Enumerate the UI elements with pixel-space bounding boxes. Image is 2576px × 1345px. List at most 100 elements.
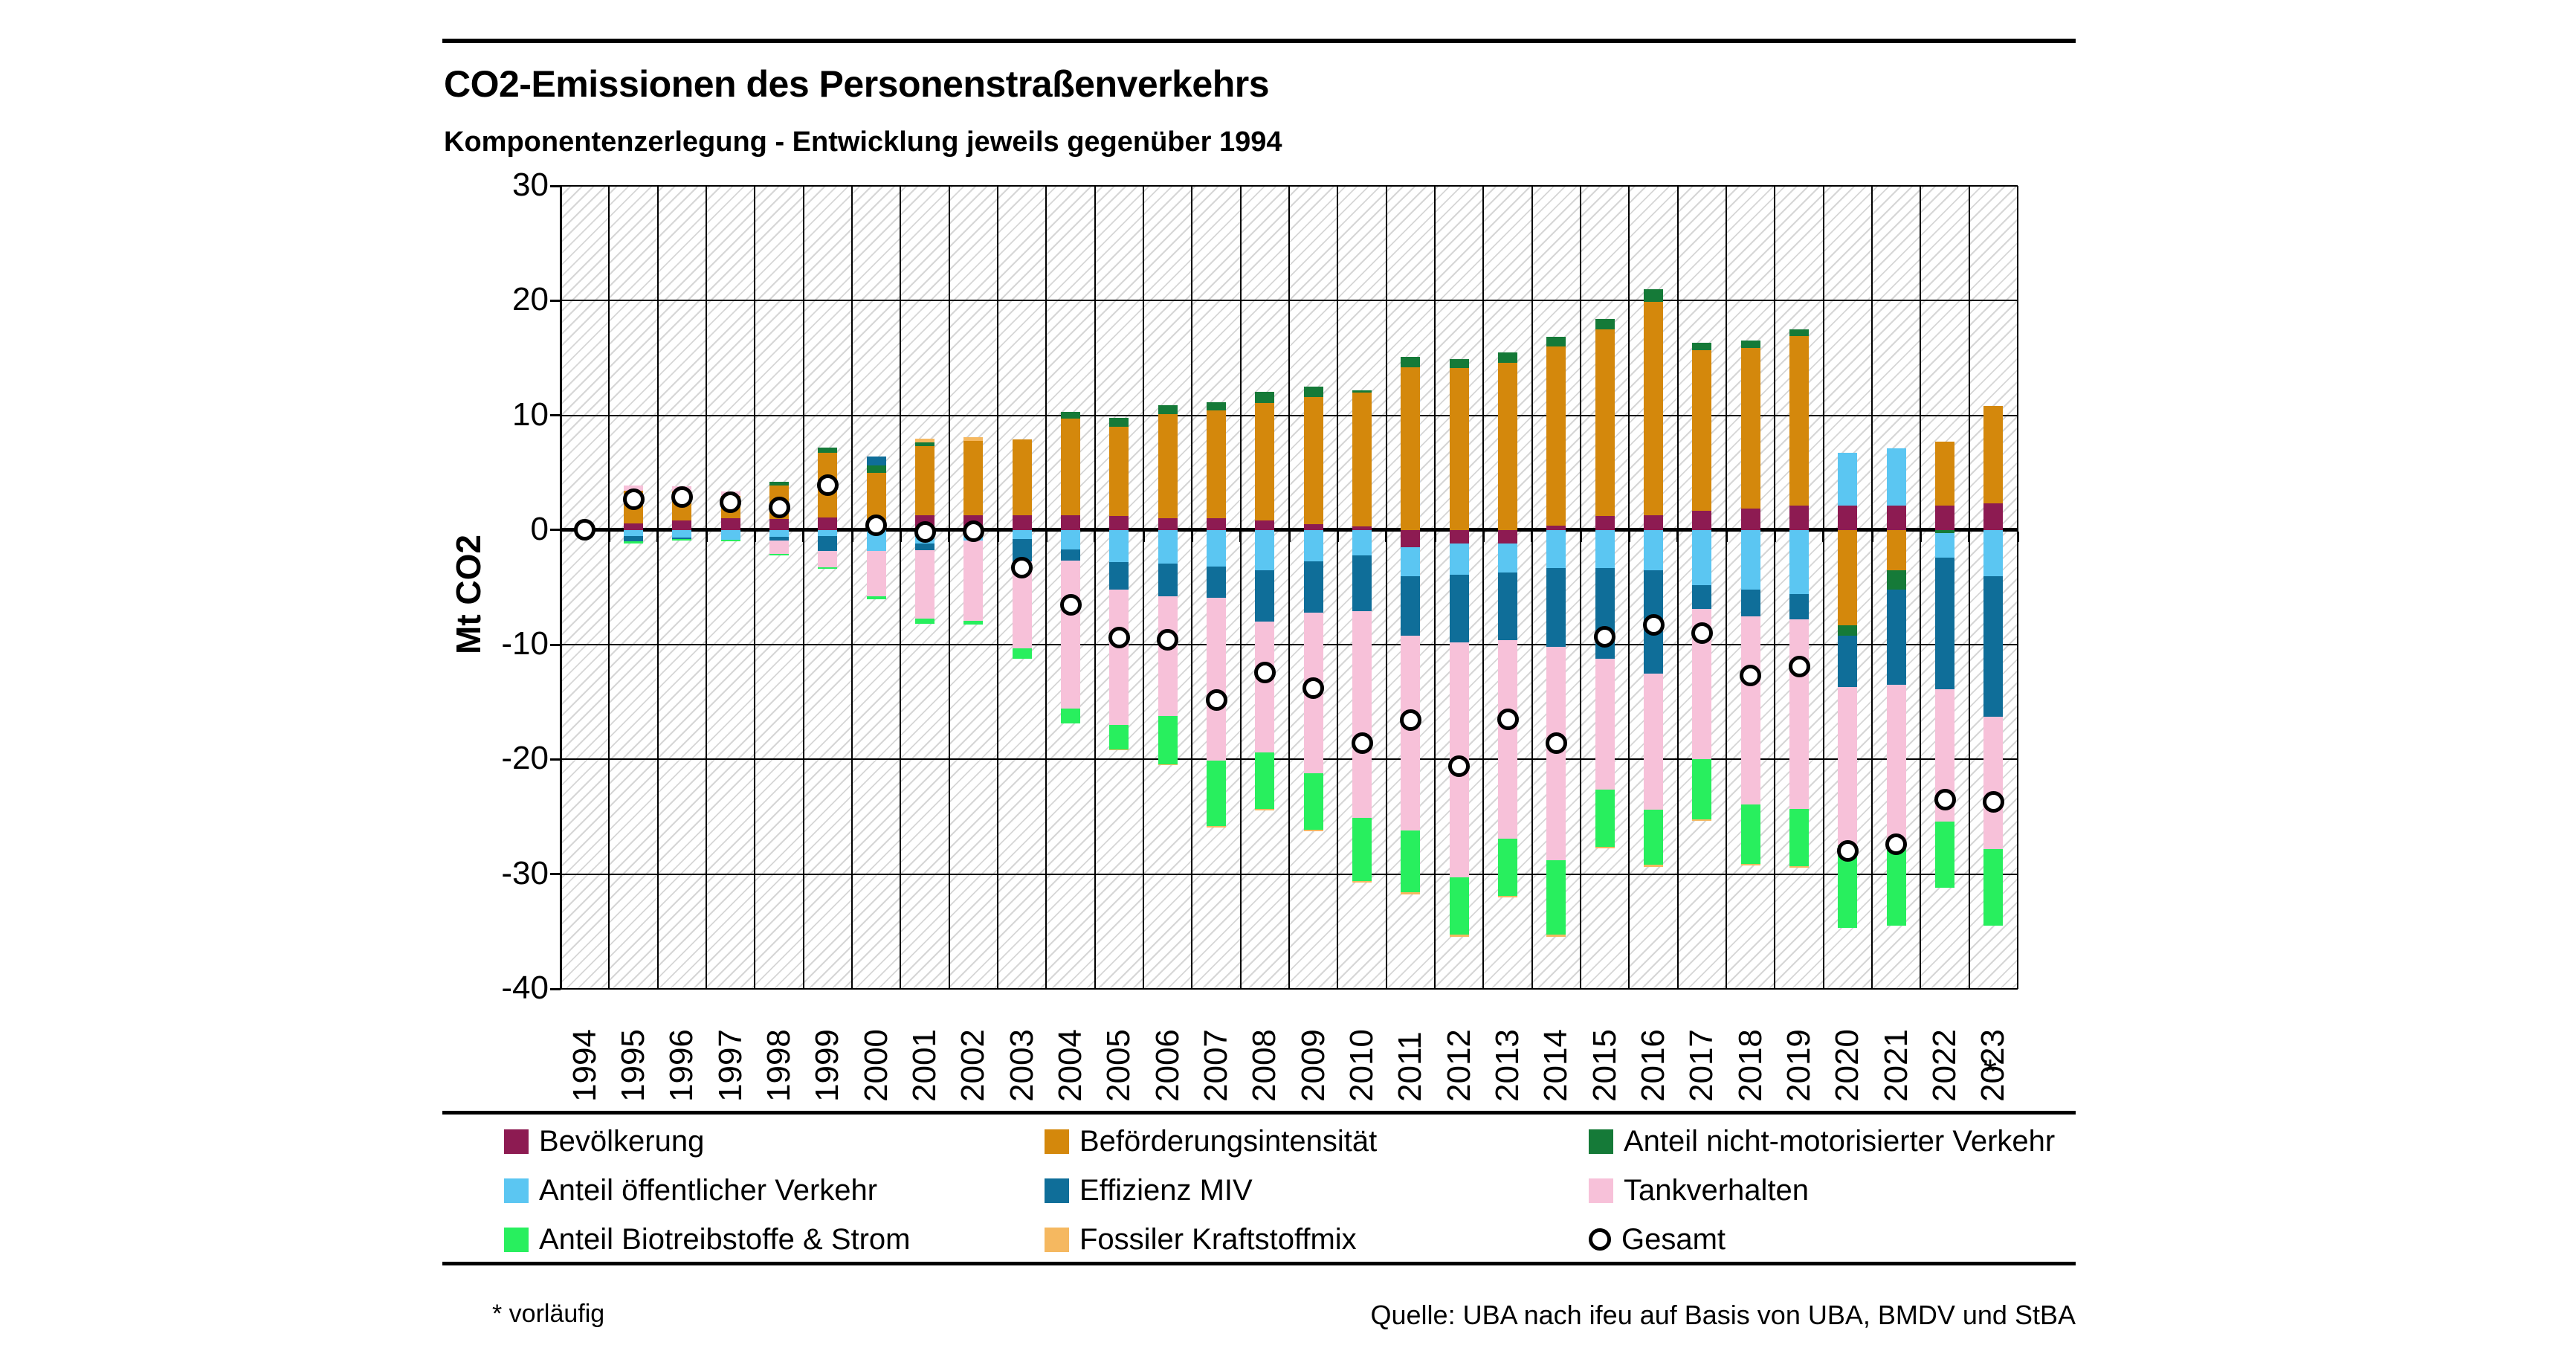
gridline-v-0 — [560, 186, 562, 989]
legend-label-bevoelkerung: Bevölkerung — [539, 1124, 705, 1158]
legend-item-tankverhalten: Tankverhalten — [1589, 1173, 1809, 1207]
bar-segment-2010-tankverhalten — [1352, 611, 1372, 819]
bar-segment-1999-anteil-biotreibstoffe-strom — [818, 567, 838, 569]
bar-segment-2017-befoerderungsintensitaet — [1692, 349, 1712, 511]
bar-segment-2000-anteil-nicht-motorisierter-verkehr — [866, 465, 886, 473]
bar-segment-2016-tankverhalten — [1644, 673, 1663, 810]
y-tick-label--20: -20 — [501, 740, 549, 777]
bar-segment-1999-anteil-oeffentlicher-verkehr — [818, 529, 838, 537]
bar-segment-2012-befoerderungsintensitaet — [1449, 368, 1469, 530]
total-marker-2023 — [1982, 791, 2004, 813]
bar-segment-2008-effizienz-miv — [1255, 570, 1275, 622]
bar-segment-2004-befoerderungsintensitaet — [1061, 419, 1080, 515]
x-tick-label-2014: 2014 — [1537, 1029, 1575, 1102]
bar-segment-2005-tankverhalten — [1109, 590, 1129, 726]
bar-segment-2000-tankverhalten — [866, 551, 886, 596]
legend-label-befoerderungsintensitaet: Beförderungsintensität — [1079, 1124, 1378, 1158]
bar-segment-2010-effizienz-miv — [1352, 555, 1372, 612]
bar-segment-2020-tankverhalten — [1838, 687, 1858, 846]
bar-segment-2023-anteil-oeffentlicher-verkehr — [1983, 529, 2004, 576]
bar-segment-2021-bevoelkerung — [1886, 506, 1906, 530]
bar-segment-2005-anteil-oeffentlicher-verkehr — [1109, 529, 1129, 563]
bar-segment-1995-anteil-biotreibstoffe-strom — [624, 541, 643, 544]
bar-segment-2017-bevoelkerung — [1692, 510, 1712, 530]
gridline-v-16 — [1337, 186, 1339, 989]
legend-item-anteil-nicht-motorisierter-verkehr: Anteil nicht-motorisierter Verkehr — [1589, 1124, 2055, 1158]
gridline-v-10 — [1045, 186, 1047, 989]
bar-segment-2015-anteil-oeffentlicher-verkehr — [1595, 529, 1615, 568]
bar-segment-2017-anteil-oeffentlicher-verkehr — [1692, 529, 1712, 585]
zero-axis-tick-5 — [802, 532, 805, 543]
legend-item-bevoelkerung: Bevölkerung — [504, 1124, 704, 1158]
bar-segment-2009-bevoelkerung — [1303, 524, 1323, 530]
total-marker-2008 — [1253, 661, 1276, 683]
gridline-v-1 — [608, 186, 610, 989]
bar-segment-1995-bevoelkerung — [624, 523, 643, 530]
bar-segment-2008-anteil-biotreibstoffe-strom — [1255, 752, 1275, 809]
total-marker-2002 — [962, 520, 984, 542]
bar-segment-2012-bevoelkerung — [1449, 529, 1469, 544]
bar-segment-2015-bevoelkerung — [1595, 516, 1615, 530]
bar-segment-2018-anteil-nicht-motorisierter-verkehr — [1740, 341, 1760, 348]
zero-axis-tick-14 — [1239, 532, 1242, 543]
gridline-v-2 — [656, 186, 659, 989]
bar-segment-2011-anteil-biotreibstoffe-strom — [1401, 830, 1421, 893]
bar-segment-2022-anteil-oeffentlicher-verkehr — [1935, 533, 1954, 558]
x-tick-label-2020: 2020 — [1829, 1029, 1866, 1102]
bar-segment-1999-effizienz-miv — [818, 536, 838, 552]
zero-axis-tick-10 — [1045, 532, 1047, 543]
legend-item-effizienz-miv: Effizienz MIV — [1045, 1173, 1253, 1207]
total-marker-2019 — [1788, 655, 1810, 677]
zero-axis-tick-29 — [1968, 532, 1971, 543]
total-marker-2016 — [1642, 614, 1665, 636]
gridline-v-4 — [754, 186, 756, 989]
legend-item-anteil-oeffentlicher-verkehr: Anteil öffentlicher Verkehr — [504, 1173, 877, 1207]
x-tick-label-2013: 2013 — [1489, 1029, 1526, 1102]
bar-segment-2017-anteil-nicht-motorisierter-verkehr — [1692, 343, 1712, 350]
x-tick-label-1996: 1996 — [663, 1029, 700, 1102]
bar-segment-2014-bevoelkerung — [1546, 525, 1566, 530]
legend-swatch-effizienz-miv-icon — [1045, 1178, 1069, 1203]
bar-segment-2023-befoerderungsintensitaet — [1983, 406, 2004, 504]
bar-segment-2020-anteil-oeffentlicher-verkehr — [1838, 453, 1858, 506]
gridline-v-15 — [1288, 186, 1290, 989]
bar-segment-2017-effizienz-miv — [1692, 584, 1712, 610]
bar-segment-2012-effizienz-miv — [1449, 575, 1469, 643]
legend-swatch-fossiler-kraftstoffmix-icon — [1045, 1227, 1069, 1252]
x-tick-label-2017: 2017 — [1683, 1029, 1720, 1102]
bar-segment-2019-bevoelkerung — [1789, 506, 1809, 530]
bar-segment-2001-befoerderungsintensitaet — [915, 446, 934, 515]
zero-axis-tick-25 — [1773, 532, 1776, 543]
bar-segment-2017-anteil-biotreibstoffe-strom — [1692, 759, 1712, 819]
x-tick-label-2022: 2022 — [1926, 1029, 1963, 1102]
zero-axis-tick-2 — [656, 532, 659, 543]
bar-segment-2020-befoerderungsintensitaet — [1838, 529, 1858, 625]
y-tick-label--30: -30 — [501, 854, 549, 891]
gridline-v-25 — [1774, 186, 1776, 989]
bar-segment-1999-tankverhalten — [818, 551, 838, 567]
bar-segment-2006-bevoelkerung — [1158, 518, 1178, 530]
zero-axis-tick-15 — [1288, 532, 1291, 543]
y-tick-mark--30 — [550, 873, 561, 876]
x-tick-label-2011: 2011 — [1392, 1031, 1429, 1102]
bar-segment-2019-anteil-nicht-motorisierter-verkehr — [1789, 329, 1809, 337]
bar-segment-2002-befoerderungsintensitaet — [963, 440, 984, 515]
bar-segment-2018-tankverhalten — [1740, 616, 1760, 804]
zero-axis-tick-6 — [850, 532, 853, 543]
bar-segment-2019-effizienz-miv — [1789, 594, 1809, 620]
y-tick-mark--40 — [550, 987, 561, 990]
bar-segment-2006-anteil-nicht-motorisierter-verkehr — [1158, 404, 1178, 414]
bar-segment-2012-anteil-oeffentlicher-verkehr — [1449, 544, 1469, 575]
gridline-v-3 — [706, 186, 707, 989]
gridline-v-5 — [802, 186, 804, 989]
gridline-v-18 — [1434, 186, 1436, 989]
bar-segment-2021-anteil-nicht-motorisierter-verkehr — [1886, 570, 1906, 590]
bar-segment-2018-anteil-biotreibstoffe-strom — [1740, 804, 1760, 864]
total-marker-2013 — [1497, 708, 1519, 730]
zero-axis-tick-22 — [1627, 532, 1630, 543]
bar-segment-2010-anteil-nicht-motorisierter-verkehr — [1352, 390, 1372, 393]
bar-segment-2013-befoerderungsintensitaet — [1498, 362, 1517, 530]
zero-axis-tick-7 — [899, 532, 902, 543]
x-tick-label-2021: 2021 — [1877, 1029, 1914, 1102]
bar-segment-1995-effizienz-miv — [624, 536, 643, 542]
